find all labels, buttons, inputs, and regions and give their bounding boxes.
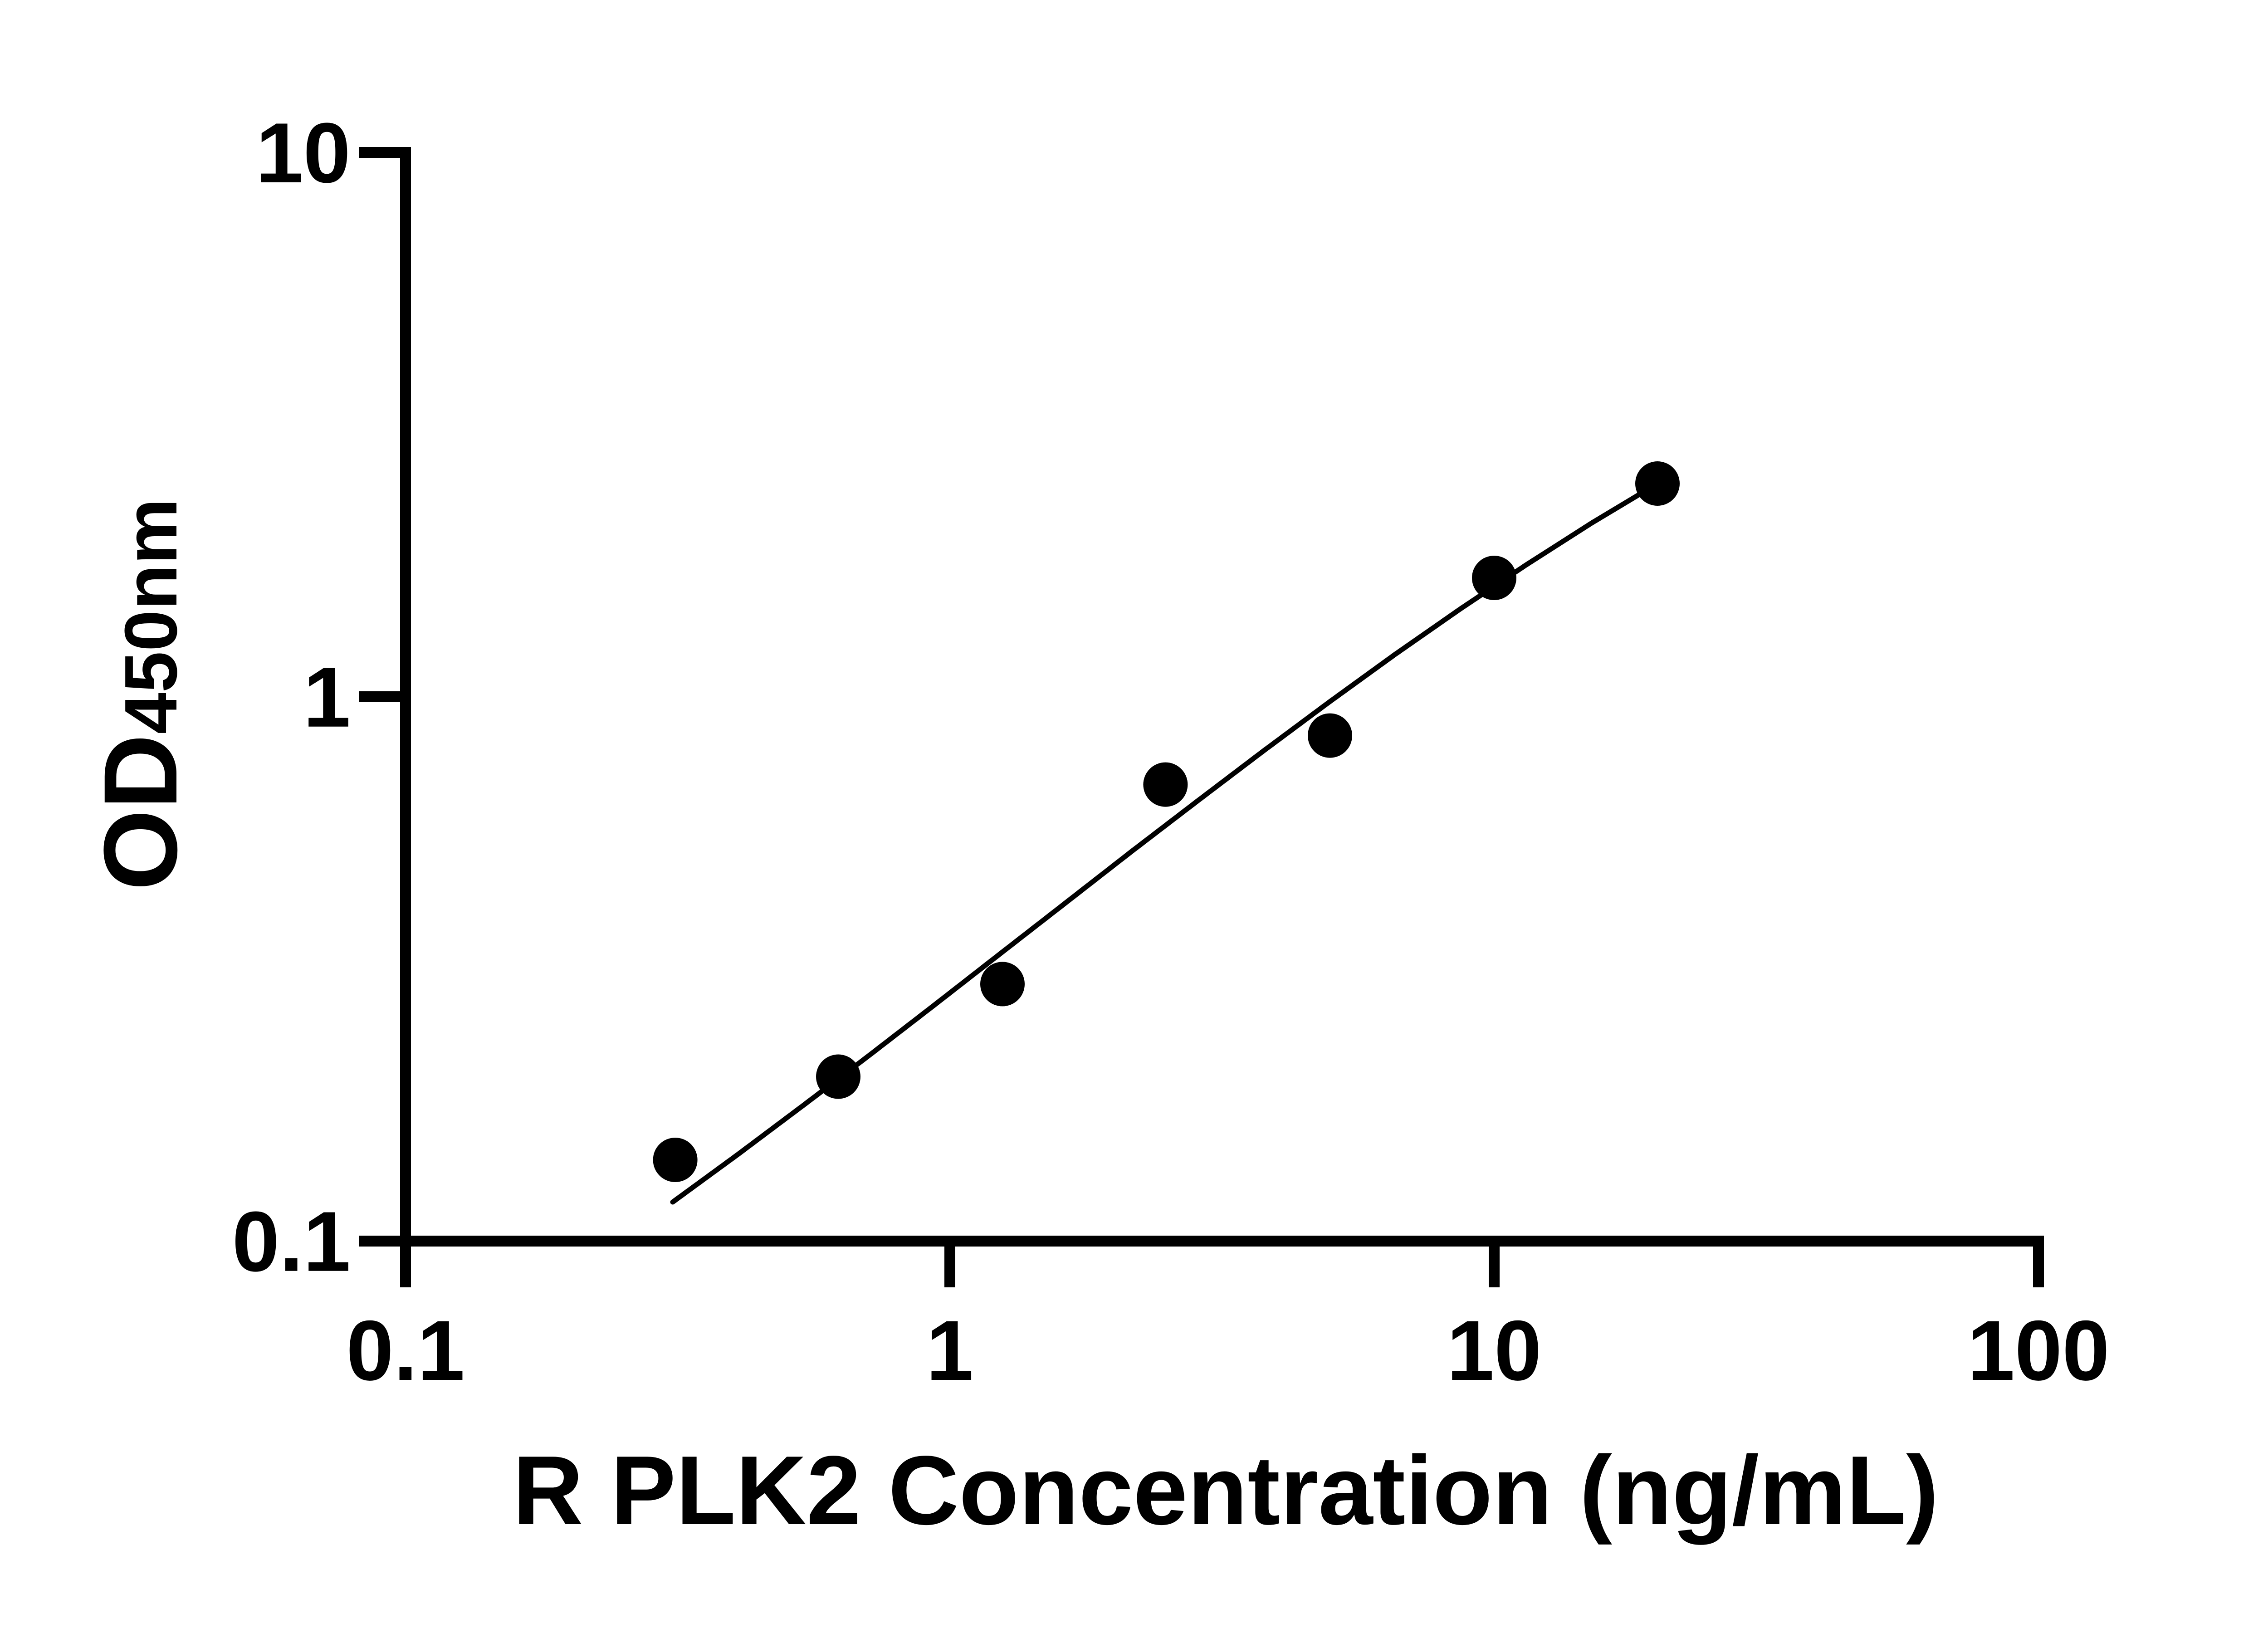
svg-text:0.1: 0.1 (232, 1194, 351, 1289)
svg-text:0.1: 0.1 (346, 1303, 464, 1398)
svg-text:1: 1 (926, 1303, 974, 1398)
svg-text:10: 10 (256, 105, 351, 200)
svg-text:10: 10 (1447, 1303, 1541, 1398)
svg-text:100: 100 (1967, 1303, 2110, 1398)
svg-text:1: 1 (303, 650, 351, 745)
svg-text:R PLK2 Concentration (ng/mL): R PLK2 Concentration (ng/mL) (513, 1435, 1939, 1545)
